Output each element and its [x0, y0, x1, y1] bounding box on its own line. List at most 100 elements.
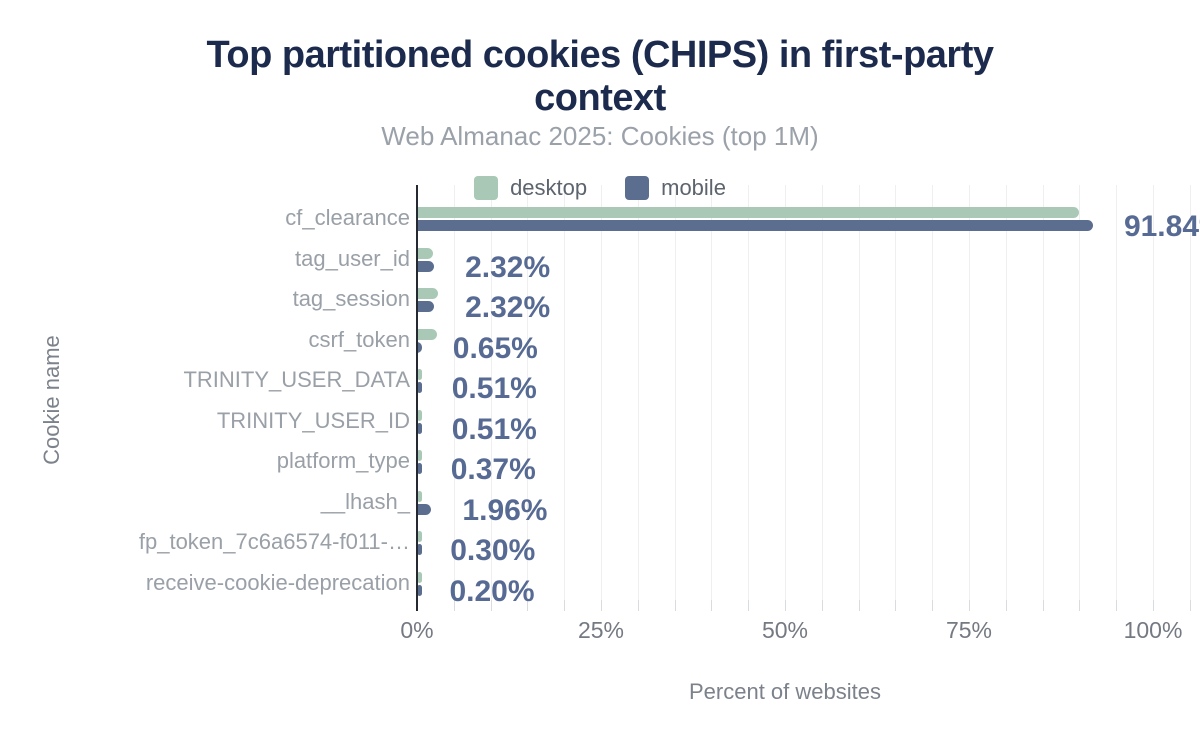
- value-label: 0.51%: [451, 372, 537, 405]
- x-axis-title: Percent of websites: [689, 679, 881, 704]
- x-axis-tick: [711, 600, 713, 611]
- x-axis-tick: [1042, 600, 1044, 611]
- x-tick-label: 100%: [1123, 617, 1183, 643]
- chart-title: Top partitioned cookies (CHIPS) in first…: [0, 34, 1200, 120]
- desktop-swatch-icon: [474, 176, 499, 200]
- mobile-bar[interactable]: [417, 544, 422, 555]
- chart-subtitle: Web Almanac 2025: Cookies (top 1M): [381, 121, 819, 151]
- x-axis-tick: [1153, 600, 1154, 611]
- gridline: [858, 185, 860, 600]
- gridline: [1153, 185, 1154, 600]
- gridline: [932, 185, 934, 600]
- gridline: [1042, 185, 1044, 600]
- category-label: platform_type: [276, 448, 410, 473]
- gridline: [564, 185, 566, 600]
- desktop-bar[interactable]: [417, 450, 422, 461]
- x-axis-tick: [969, 600, 970, 611]
- desktop-bar[interactable]: [417, 247, 434, 259]
- x-tick-label: 0%: [400, 617, 434, 643]
- legend: desktop mobile: [0, 174, 1200, 202]
- y-axis-title: Cookie name: [39, 335, 64, 465]
- x-axis-tick: [785, 600, 786, 611]
- gridline: [821, 185, 823, 600]
- gridline: [1189, 185, 1191, 600]
- category-label: __lhash_: [320, 488, 410, 514]
- gridline: [1005, 185, 1007, 600]
- mobile-swatch-icon: [625, 176, 650, 200]
- category-label: tag_session: [292, 286, 410, 311]
- x-axis-tick: [637, 600, 639, 611]
- desktop-bar[interactable]: [417, 369, 422, 380]
- legend-item-mobile[interactable]: mobile: [625, 175, 726, 201]
- value-label: 0.65%: [452, 331, 538, 365]
- x-axis-tick: [1189, 600, 1191, 611]
- value-label: 2.32%: [465, 250, 551, 284]
- x-tick-label: 75%: [945, 617, 993, 643]
- gridline: [1079, 185, 1081, 600]
- category-label: tag_user_id: [295, 245, 410, 271]
- mobile-bar[interactable]: [417, 220, 1093, 231]
- desktop-bar[interactable]: [417, 409, 422, 421]
- mobile-bar[interactable]: [417, 382, 422, 393]
- gridline: [785, 185, 786, 600]
- gridline: [601, 185, 602, 600]
- value-label: 1.96%: [462, 493, 548, 527]
- x-axis-tick: [601, 600, 602, 611]
- gridline: [969, 185, 970, 600]
- x-axis-tick: [858, 600, 860, 611]
- y-axis-line: [416, 185, 418, 611]
- category-label: csrf_token: [308, 326, 411, 352]
- mobile-bar[interactable]: [417, 463, 422, 474]
- x-axis-tick: [490, 600, 492, 611]
- x-axis-tick: [674, 600, 676, 611]
- category-label: cf_clearance: [285, 205, 410, 230]
- value-label: 2.32%: [465, 291, 551, 324]
- gridline: [895, 185, 897, 600]
- category-label: receive-cookie-deprecation: [145, 569, 410, 595]
- desktop-bar[interactable]: [417, 531, 422, 542]
- x-axis-tick: [453, 600, 455, 611]
- value-label: 0.30%: [450, 534, 536, 567]
- desktop-bar[interactable]: [417, 490, 422, 502]
- mobile-bar[interactable]: [417, 341, 422, 353]
- gridline: [748, 185, 750, 600]
- chart-title-line-1: Top partitioned cookies (CHIPS) in first…: [206, 34, 994, 76]
- x-axis-tick: [821, 600, 823, 611]
- gridline: [490, 185, 492, 600]
- category-label: fp_token_7c6a6574-f011-…: [138, 529, 410, 554]
- x-tick-label: 50%: [761, 617, 809, 643]
- mobile-bar[interactable]: [417, 584, 422, 596]
- category-label: TRINITY_USER_ID: [216, 407, 410, 433]
- gridline: [1116, 185, 1118, 600]
- legend-label-desktop: desktop: [510, 175, 588, 200]
- chart-title-line-2: context: [534, 77, 666, 119]
- x-axis-tick: [1005, 600, 1007, 611]
- desktop-bar[interactable]: [417, 288, 439, 299]
- x-axis-tick: [1079, 600, 1081, 611]
- x-axis-tick: [932, 600, 934, 611]
- desktop-bar[interactable]: [417, 571, 422, 583]
- gridline: [711, 185, 713, 600]
- gridline: [453, 185, 455, 600]
- gridline: [674, 185, 676, 600]
- x-axis-tick: [748, 600, 750, 611]
- category-label: TRINITY_USER_DATA: [183, 367, 410, 392]
- x-axis-tick: [527, 600, 529, 611]
- x-axis-tick: [895, 600, 897, 611]
- mobile-bar[interactable]: [417, 422, 422, 434]
- gridline: [637, 185, 639, 600]
- x-axis-tick: [564, 600, 566, 611]
- mobile-bar[interactable]: [417, 503, 432, 515]
- mobile-bar[interactable]: [417, 301, 435, 312]
- desktop-bar[interactable]: [417, 207, 1079, 218]
- legend-item-desktop[interactable]: desktop: [474, 175, 587, 201]
- desktop-bar[interactable]: [417, 328, 437, 340]
- gridline: [527, 185, 529, 600]
- value-label: 91.84%: [1123, 210, 1200, 243]
- mobile-bar[interactable]: [417, 260, 435, 272]
- x-tick-label: 25%: [577, 617, 625, 643]
- value-label: 0.20%: [449, 574, 535, 608]
- legend-label-mobile: mobile: [661, 175, 726, 200]
- value-label: 0.37%: [450, 453, 536, 486]
